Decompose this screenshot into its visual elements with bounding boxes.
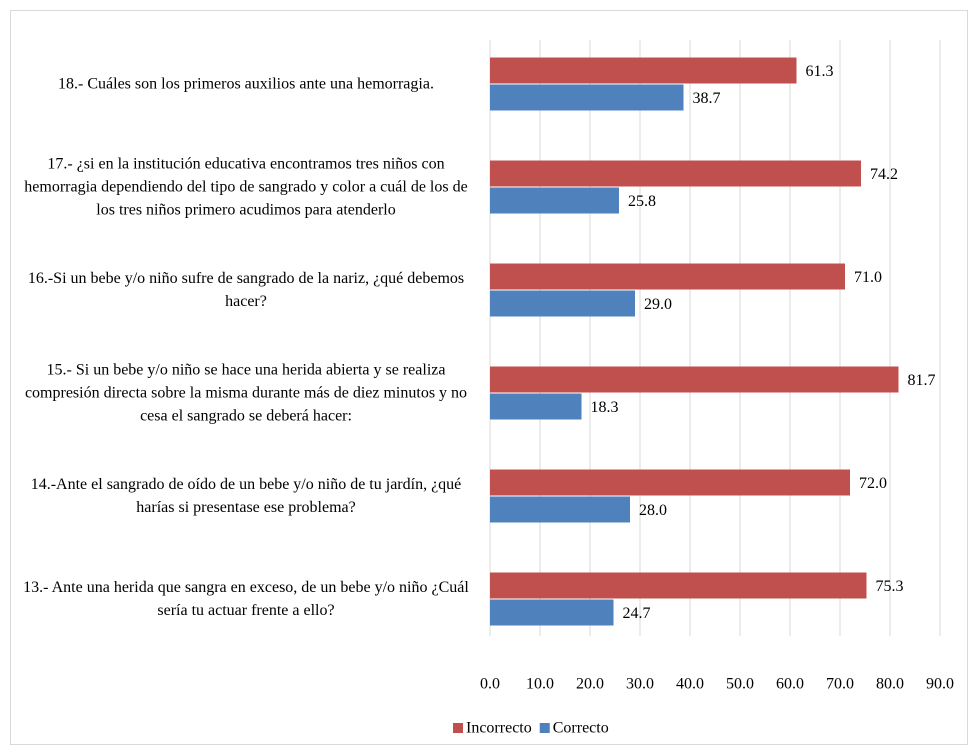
x-tick-label: 40.0 [676,676,704,693]
x-tick-label: 0.0 [480,676,500,693]
value-label: 75.3 [876,578,904,595]
x-tick-label: 20.0 [576,676,604,693]
x-tick-label: 60.0 [776,676,804,693]
bar [490,57,797,84]
category-label: 14.-Ante el sangrado de oído de un bebe … [30,475,462,516]
legend-label: Incorrecto [466,720,532,737]
legend-swatch [453,723,463,733]
bar [490,160,861,187]
bar [490,290,635,317]
bar [490,496,630,523]
x-tick-label: 30.0 [626,676,654,693]
bar [490,263,845,290]
x-tick-label: 80.0 [876,676,904,693]
value-label: 74.2 [870,166,898,183]
x-tick-label: 70.0 [826,676,854,693]
bar [490,393,582,420]
value-label: 24.7 [623,605,651,622]
category-label: 15.- Si un bebe y/o niño se hace una her… [24,361,468,424]
x-tick-label: 90.0 [926,676,954,693]
bar [490,572,867,599]
value-label: 28.0 [639,502,667,519]
legend-swatch [539,723,550,733]
value-label: 38.7 [693,90,721,107]
category-label: 13.- Ante una herida que sangra en exces… [23,578,469,619]
category-label: 17.- ¿si en la institución educativa enc… [24,155,468,218]
value-label: 61.3 [806,63,834,80]
bar [490,469,850,496]
category-label: 18.- Cuáles son los primeros auxilios an… [58,75,434,92]
value-label: 81.7 [908,372,936,389]
value-label: 29.0 [644,296,672,313]
bar [490,187,619,214]
bar [490,84,684,111]
x-tick-label: 50.0 [726,676,754,693]
x-tick-label: 10.0 [526,676,554,693]
category-label: 16.-Si un bebe y/o niño sufre de sangrad… [27,269,465,310]
bar [490,599,614,626]
value-label: 72.0 [859,475,887,492]
legend-label: Correcto [553,720,609,737]
value-label: 71.0 [854,269,882,286]
bar [490,366,899,393]
value-label: 18.3 [591,399,619,416]
value-label: 25.8 [628,193,656,210]
